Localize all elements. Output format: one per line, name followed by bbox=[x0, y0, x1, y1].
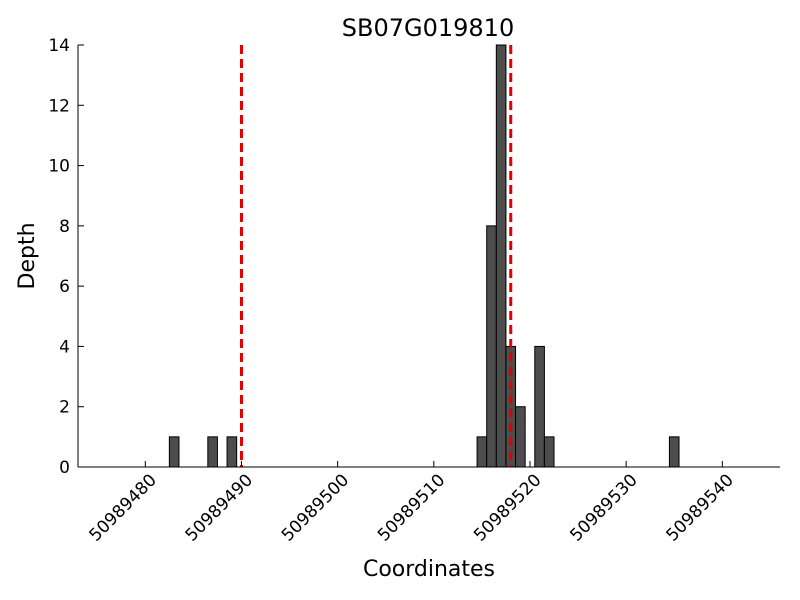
bar-3 bbox=[476, 436, 488, 468]
reference-lines-layer bbox=[239, 45, 513, 467]
x-axis-label: Coordinates bbox=[363, 557, 495, 582]
x-tick-label-2: 50989500 bbox=[278, 470, 353, 545]
y-tick-label-0: 0 bbox=[59, 458, 70, 478]
bar-7 bbox=[515, 406, 526, 468]
y-tick-label-5: 10 bbox=[48, 157, 70, 177]
y-tick-label-6: 12 bbox=[48, 96, 70, 116]
y-tick-label-4: 8 bbox=[59, 217, 70, 237]
bar-4 bbox=[486, 225, 497, 468]
x-tick-label-1: 50989490 bbox=[182, 470, 257, 545]
x-tick-label-6: 50989540 bbox=[663, 470, 738, 545]
y-axis-label: Depth bbox=[15, 222, 40, 289]
bar-10 bbox=[668, 436, 680, 468]
x-tick-label-4: 50989520 bbox=[470, 470, 545, 545]
bars-layer bbox=[168, 44, 680, 468]
y-tick-label-7: 14 bbox=[48, 36, 70, 56]
bar-8 bbox=[534, 345, 545, 468]
bar-2 bbox=[226, 436, 238, 468]
bar-5 bbox=[495, 44, 507, 468]
x-tick-label-3: 50989510 bbox=[374, 470, 449, 545]
x-ticks: 50989480 50989490 50989500 50989510 50989520… bbox=[86, 461, 738, 546]
chart-title: SB07G019810 bbox=[342, 14, 514, 42]
y-tick-label-3: 6 bbox=[59, 277, 70, 297]
bar-9 bbox=[543, 436, 555, 468]
y-tick-label-1: 2 bbox=[59, 398, 70, 418]
y-tick-label-2: 4 bbox=[59, 337, 70, 357]
bar-6 bbox=[505, 345, 517, 468]
bar-1 bbox=[207, 436, 218, 468]
bar-0 bbox=[168, 436, 180, 468]
y-ticks: 0 2 4 6 8 10 12 14 bbox=[48, 36, 84, 478]
x-tick-label-0: 50989480 bbox=[86, 470, 161, 545]
x-tick-label-5: 50989530 bbox=[566, 470, 641, 545]
